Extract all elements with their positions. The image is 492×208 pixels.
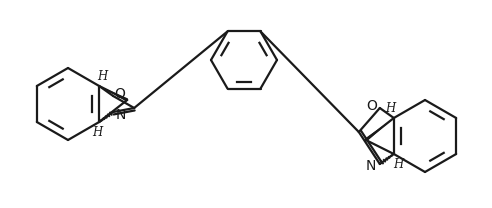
- Text: O: O: [115, 87, 125, 101]
- Polygon shape: [99, 86, 128, 102]
- Polygon shape: [365, 118, 394, 141]
- Text: N: N: [116, 108, 126, 122]
- Text: N: N: [366, 159, 376, 173]
- Text: H: H: [393, 157, 403, 171]
- Text: H: H: [97, 71, 107, 83]
- Text: O: O: [367, 99, 377, 113]
- Text: H: H: [92, 125, 102, 139]
- Text: H: H: [385, 102, 395, 114]
